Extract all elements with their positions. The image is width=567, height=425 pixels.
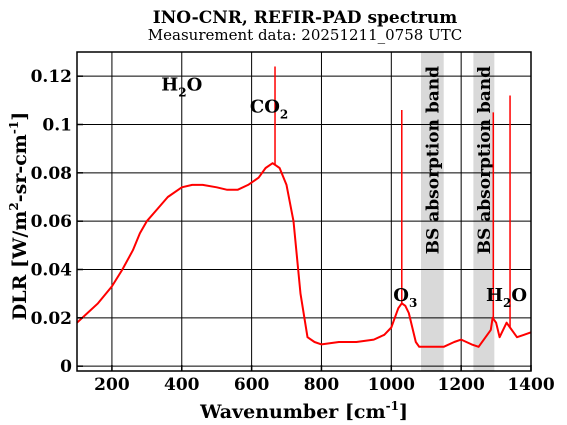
annotation-3-sub: 3 bbox=[409, 296, 417, 310]
x-axis-label-bracket: ] bbox=[399, 401, 408, 423]
annotation-2-main: CO bbox=[250, 96, 280, 117]
y-tick-label-1: 0 bbox=[60, 357, 72, 377]
x-tick-label-3: 600 bbox=[234, 375, 270, 395]
y-axis-label-main: DLR [W/m bbox=[9, 211, 31, 321]
x-tick-label-4: 800 bbox=[304, 375, 340, 395]
plot-frame bbox=[76, 51, 532, 372]
chart-title: INO-CNR, REFIR-PAD spectrum bbox=[153, 8, 457, 28]
chart-subtitle: Measurement data: 20251211_0758 UTC bbox=[148, 26, 462, 44]
tick-labels: 200 400 600 800 1000 1200 1400 0 0.02 0.04 0.06 0.0… bbox=[31, 67, 555, 395]
annotation-4-main: H bbox=[486, 285, 503, 306]
y-tick-label-3: 0.04 bbox=[31, 261, 73, 281]
x-tick-label-2: 400 bbox=[164, 375, 200, 395]
annotation-1-sub: 2 bbox=[178, 86, 186, 100]
absorption-bands: BS absorption band BS absorption band bbox=[420, 52, 495, 371]
y-axis-label: DLR [W/m2-sr-cm-1] bbox=[7, 112, 31, 320]
absorption-band-label-1: BS absorption band bbox=[423, 66, 443, 254]
x-tick-label-6: 1200 bbox=[437, 375, 484, 395]
x-axis-label-superscript: -1 bbox=[386, 399, 399, 413]
y-tick-label-5: 0.08 bbox=[31, 164, 72, 184]
annotation-2: CO2 bbox=[250, 96, 288, 121]
y-tick-label-6: 0.1 bbox=[42, 116, 72, 136]
x-axis-label-main: Wavenumber [cm bbox=[199, 401, 386, 423]
annotation-4-sub: 2 bbox=[503, 296, 511, 310]
y-tick-label-7: 0.12 bbox=[31, 67, 72, 87]
annotation-1: H2O bbox=[161, 75, 202, 100]
annotation-1-tail: O bbox=[187, 75, 203, 96]
x-tick-label-7: 1400 bbox=[507, 375, 554, 395]
absorption-band-2 bbox=[473, 52, 495, 371]
y-axis-label-superscript-neg1: -1 bbox=[7, 121, 21, 134]
y-axis-label-bracket: ] bbox=[9, 112, 31, 121]
annotation-3-main: O bbox=[393, 285, 409, 306]
annotation-3: O3 bbox=[393, 285, 417, 310]
grid-lines bbox=[77, 52, 531, 371]
x-tick-label-5: 1000 bbox=[368, 375, 415, 395]
y-tick-label-2: 0.02 bbox=[31, 309, 72, 329]
spectrum-plot bbox=[76, 66, 532, 348]
y-axis-label-superscript-2: 2 bbox=[7, 202, 21, 210]
annotation-4-tail: O bbox=[511, 285, 527, 306]
y-axis-label-mid: -sr-cm bbox=[9, 134, 31, 202]
x-tick-label-1: 200 bbox=[94, 375, 130, 395]
axes bbox=[76, 51, 532, 372]
absorption-band-label-2: BS absorption band bbox=[475, 66, 495, 254]
y-tick-label-4: 0.06 bbox=[31, 212, 72, 232]
absorption-band-1 bbox=[420, 52, 444, 371]
annotation-4: H2O bbox=[486, 285, 527, 310]
annotation-1-main: H bbox=[161, 75, 178, 96]
annotation-2-sub: 2 bbox=[280, 107, 288, 121]
x-axis-label: Wavenumber [cm-1] bbox=[199, 399, 408, 423]
spectrum-series-1 bbox=[76, 162, 532, 348]
